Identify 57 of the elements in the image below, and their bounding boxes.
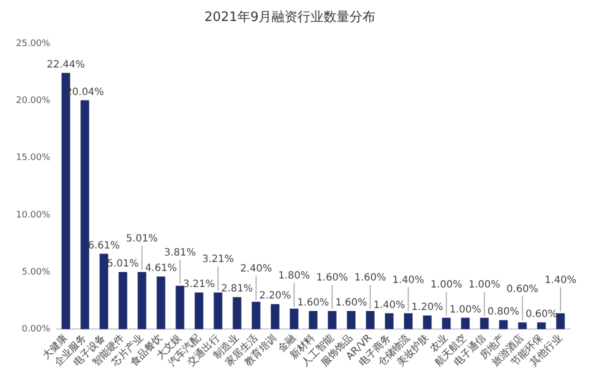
bar [556, 313, 565, 330]
bar [499, 320, 508, 330]
bar [252, 302, 260, 330]
bar [384, 313, 394, 330]
data-label: 1.40% [392, 274, 424, 286]
bar [232, 297, 242, 330]
data-label: 2.20% [259, 290, 291, 302]
data-label: 1.40% [373, 300, 406, 311]
data-label: 1.60% [335, 298, 368, 309]
data-label: 3.21% [183, 279, 215, 290]
data-label: 22.44% [46, 59, 85, 70]
bar [442, 318, 451, 330]
data-label: 4.61% [145, 263, 177, 274]
bar [156, 276, 166, 330]
data-label: 2.40% [240, 263, 272, 274]
bar [270, 304, 280, 330]
bar [308, 310, 318, 330]
bar [346, 310, 356, 330]
bar [100, 254, 108, 330]
bar [80, 100, 90, 330]
data-label: 1.40% [544, 274, 576, 286]
data-label: 1.00% [430, 279, 462, 290]
y-tick-label: 15.00% [16, 153, 51, 164]
data-label: 3.21% [202, 254, 234, 266]
y-tick-label: 20.00% [16, 96, 51, 106]
bar [518, 322, 527, 330]
data-label: 1.60% [354, 272, 386, 284]
data-label: 1.00% [449, 304, 482, 316]
bar [537, 322, 546, 330]
bar [194, 292, 204, 330]
y-tick-label: 0.00% [22, 324, 51, 335]
bar [214, 292, 222, 330]
y-tick-label: 5.00% [22, 267, 51, 278]
bar [328, 310, 336, 330]
data-label: 1.60% [297, 298, 330, 309]
data-label: 2.81% [221, 284, 253, 295]
bar [366, 310, 375, 330]
data-label: 1.80% [278, 270, 310, 282]
data-label: 1.20% [411, 302, 444, 314]
data-label: 0.60% [506, 284, 538, 295]
data-label: 1.00% [468, 279, 500, 290]
data-label: 1.60% [316, 272, 348, 284]
y-tick-label: 10.00% [16, 210, 51, 220]
data-label: 0.60% [526, 308, 558, 320]
bar [461, 318, 470, 330]
data-label: 3.81% [164, 247, 196, 258]
bar [176, 286, 184, 330]
data-label: 5.01% [126, 234, 158, 245]
bar [290, 308, 298, 330]
data-label: 0.80% [488, 306, 520, 318]
bar [138, 272, 146, 330]
y-tick-label: 25.00% [16, 38, 51, 49]
chart-title: 2021年9月融资行业数量分布 [204, 10, 376, 26]
bar [423, 316, 432, 330]
bar [118, 272, 128, 330]
bar [480, 318, 489, 330]
bar [404, 313, 413, 330]
